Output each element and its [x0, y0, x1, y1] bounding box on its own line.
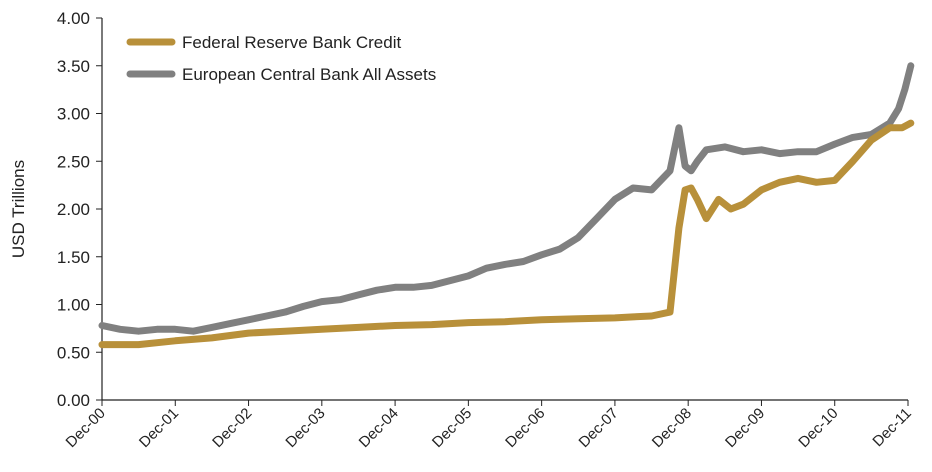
y-tick-label: 0.00 — [57, 391, 90, 410]
legend-label: European Central Bank All Assets — [182, 65, 436, 84]
x-tick-label: Dec-06 — [502, 405, 548, 451]
y-tick-label: 2.00 — [57, 200, 90, 219]
y-tick-label: 1.50 — [57, 248, 90, 267]
y-tick-label: 0.50 — [57, 343, 90, 362]
x-axis-ticks: Dec-00 Dec-01 Dec-02 Dec-03 Dec-04 Dec-05 Dec-… — [63, 400, 915, 451]
y-tick-label: 4.00 — [57, 9, 90, 28]
y-axis-ticks: 0.00 0.50 1.00 1.50 2.00 2.50 3.00 3.50 4.00 — [57, 9, 102, 410]
x-tick-label: Dec-11 — [869, 405, 914, 450]
x-tick-label: Dec-08 — [649, 405, 695, 451]
y-tick-label: 3.00 — [57, 105, 90, 124]
x-tick-label: Dec-03 — [282, 405, 328, 451]
series-layer — [98, 62, 915, 349]
x-tick-label: Dec-10 — [795, 405, 841, 451]
legend-label: Federal Reserve Bank Credit — [182, 33, 401, 52]
y-tick-label: 1.00 — [57, 296, 90, 315]
x-tick-label: Dec-05 — [429, 405, 475, 451]
series-line-ecb — [98, 62, 915, 335]
x-tick-label: Dec-04 — [356, 405, 402, 451]
legend: Federal Reserve Bank Credit European Cent… — [126, 33, 436, 84]
x-tick-label: Dec-07 — [576, 405, 622, 451]
x-tick-label: Dec-02 — [209, 405, 255, 451]
x-tick-label: Dec-00 — [63, 405, 109, 451]
series-line-federal-reserve — [98, 119, 915, 349]
y-tick-label: 2.50 — [57, 152, 90, 171]
x-tick-label: Dec-09 — [722, 405, 768, 451]
x-tick-label: Dec-01 — [136, 405, 182, 451]
y-tick-label: 3.50 — [57, 57, 90, 76]
y-axis-title: USD Trillions — [9, 160, 28, 258]
